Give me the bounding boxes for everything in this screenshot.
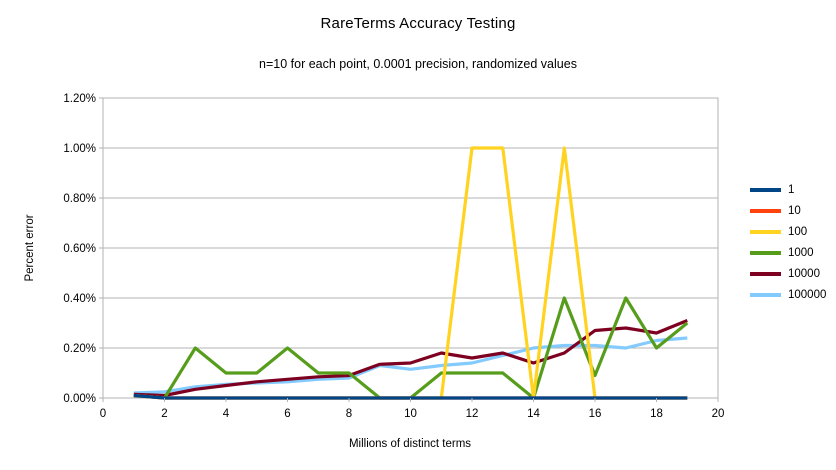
y-tick-label: 0.20% (63, 343, 96, 355)
legend-swatch-100 (750, 229, 781, 234)
series-line-10000 (133, 319, 688, 398)
legend-label: 100 (788, 225, 808, 238)
x-axis-title: Millions of distinct terms (349, 438, 471, 450)
y-axis-title: Percent error (24, 214, 36, 281)
legend-swatch-100000 (750, 292, 781, 297)
legend-label: 1 (788, 183, 795, 196)
series-line-100 (133, 146, 688, 400)
legend-swatch-10 (750, 208, 781, 213)
x-tick-label: 6 (284, 408, 290, 420)
chart-subtitle: n=10 for each point, 0.0001 precision, r… (259, 57, 577, 71)
legend-swatch-10000 (750, 271, 781, 276)
legend-label: 10000 (788, 267, 820, 280)
x-tick-label: 16 (589, 408, 602, 420)
y-tick-label: 0.00% (63, 393, 96, 405)
y-tick-label: 0.40% (63, 293, 96, 305)
legend-label: 1000 (788, 246, 814, 259)
x-tick-label: 8 (346, 408, 352, 420)
legend: 1 10 100 1000 10000 100000 (750, 179, 826, 305)
legend-item-100: 100 (750, 221, 826, 242)
series-lines-layer (133, 146, 689, 400)
legend-item-1000: 1000 (750, 242, 826, 263)
series-line-1 (133, 393, 688, 400)
legend-label: 100000 (788, 288, 827, 301)
y-tick-label: 0.80% (63, 193, 96, 205)
legend-item-10: 10 (750, 200, 826, 221)
x-tick-label: 10 (404, 408, 417, 420)
x-tick-label: 20 (712, 408, 725, 420)
x-tick-label: 4 (223, 408, 230, 420)
y-tick-label: 1.20% (63, 93, 96, 105)
legend-swatch-1 (750, 187, 781, 192)
gridlines-layer (102, 97, 719, 399)
x-tick-label: 14 (527, 408, 540, 420)
x-tick-label: 18 (650, 408, 663, 420)
chart-title: RareTerms Accuracy Testing (320, 15, 516, 32)
y-tick-label: 1.00% (63, 143, 96, 155)
legend-item-1: 1 (750, 179, 826, 200)
legend-item-10000: 10000 (750, 263, 826, 284)
legend-label: 10 (788, 204, 801, 217)
legend-item-100000: 100000 (750, 284, 826, 305)
legend-swatch-1000 (750, 250, 781, 255)
axis-ticks-layer: 0.00% 0.20% 0.40% 0.60% 0.80% 1.00% 1.20% 0 2 4 6 8… (63, 93, 724, 420)
y-tick-label: 0.60% (63, 243, 96, 255)
x-tick-label: 12 (466, 408, 479, 420)
x-tick-label: 0 (100, 408, 106, 420)
x-tick-label: 2 (161, 408, 167, 420)
